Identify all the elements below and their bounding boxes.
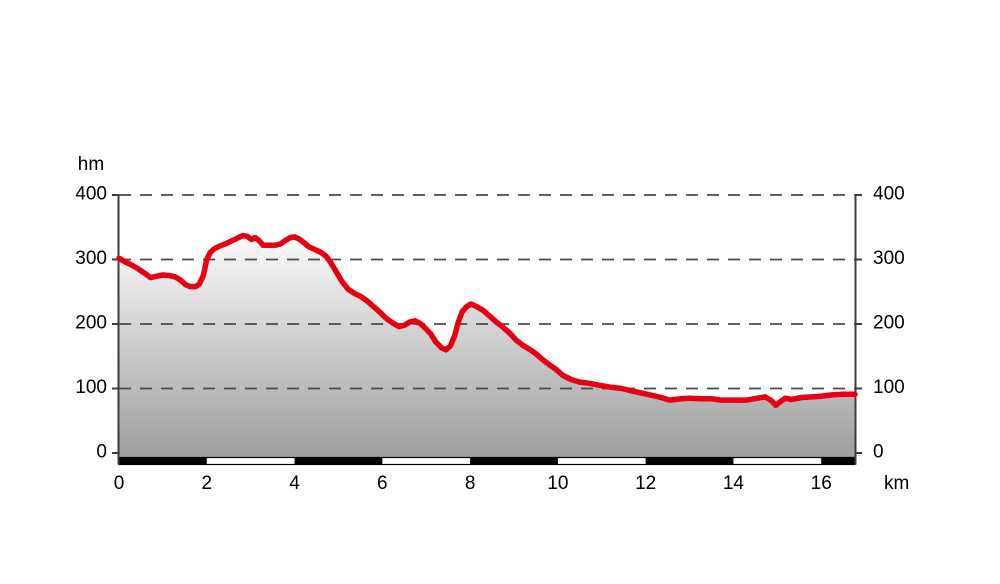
y-tick-label-left-400: 400 xyxy=(75,184,107,205)
y-tick-label-left-0: 0 xyxy=(96,442,107,463)
y-tick-label-right-200: 200 xyxy=(873,313,905,334)
y-tick-label-right-300: 300 xyxy=(873,248,905,269)
y-tick-label-left-100: 100 xyxy=(75,377,107,398)
elevation-fill-area xyxy=(119,235,855,458)
elevation-line xyxy=(116,232,858,409)
y-tick-label-right-0: 0 xyxy=(873,442,884,463)
x-tick-label-16: 16 xyxy=(811,473,832,494)
x-axis-unit-label: km xyxy=(884,473,909,494)
x-scalebar-segment-dark xyxy=(821,457,855,465)
y-tick-label-left-300: 300 xyxy=(75,248,107,269)
y-axis-unit-label: hm xyxy=(78,154,104,175)
x-tick-label-14: 14 xyxy=(723,473,745,494)
x-tick-label-12: 12 xyxy=(635,473,656,494)
x-tick-label-8: 8 xyxy=(465,473,476,494)
x-tick-label-4: 4 xyxy=(289,473,300,494)
x-tick-label-0: 0 xyxy=(114,473,125,494)
x-tick-label-10: 10 xyxy=(547,473,568,494)
x-tick-label-2: 2 xyxy=(201,473,212,494)
x-scalebar-segment-dark xyxy=(470,457,558,465)
y-tick-label-right-100: 100 xyxy=(873,377,905,398)
y-tick-label-left-200: 200 xyxy=(75,313,107,334)
x-scalebar-segment-dark xyxy=(645,457,734,465)
x-scalebar-segment-dark xyxy=(119,457,207,465)
y-tick-label-right-400: 400 xyxy=(873,184,905,205)
x-tick-label-6: 6 xyxy=(377,473,388,494)
x-scalebar-segment-dark xyxy=(294,457,383,465)
